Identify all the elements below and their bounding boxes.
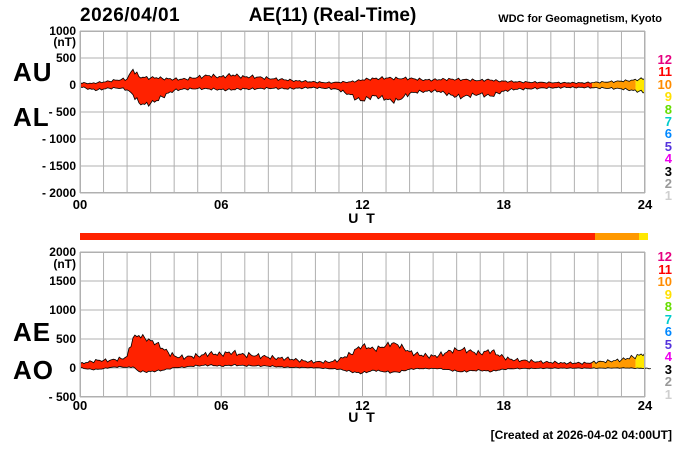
ao-trace-outline xyxy=(80,363,651,375)
quality-bar-segment-9-stations xyxy=(638,233,648,240)
au-index-label: AU xyxy=(13,57,53,87)
index-band-fill xyxy=(635,77,645,93)
nt-unit-label: (nT) xyxy=(53,257,76,271)
y-tick-label: 500 xyxy=(55,332,76,346)
index-band-fill xyxy=(80,334,593,374)
y-tick-label: 500 xyxy=(55,51,76,65)
station-count-item: 6 xyxy=(664,324,672,339)
station-count-item: 7 xyxy=(664,311,672,327)
station-count-item: 8 xyxy=(664,101,672,117)
station-count-item: 11 xyxy=(658,261,672,277)
index-band-fill xyxy=(635,352,645,369)
x-tick-label: 00 xyxy=(72,398,88,413)
data-source-label: WDC for Geomagnetism, Kyoto xyxy=(498,13,662,25)
y-tick-label: - 1500 xyxy=(41,159,76,173)
al-index-label: AL xyxy=(13,102,50,132)
station-count-item: 3 xyxy=(664,361,672,377)
y-tick-label: 1500 xyxy=(49,274,76,288)
y-tick-label: - 2000 xyxy=(41,186,76,200)
station-count-item: 4 xyxy=(664,151,672,167)
y-tick-label: 2000 xyxy=(49,245,76,259)
x-tick-label: 18 xyxy=(496,398,511,413)
station-count-item: 5 xyxy=(664,336,672,352)
x-tick-label: 24 xyxy=(637,398,653,413)
created-at-label: [Created at 2026-04-02 04:00UT] xyxy=(490,428,672,442)
station-count-item: 1 xyxy=(664,188,672,204)
index-band-fill xyxy=(592,355,636,369)
index-band-fill xyxy=(80,69,593,107)
al-trace-outline xyxy=(79,86,646,107)
plot-border xyxy=(80,31,645,193)
y-tick-label: - 500 xyxy=(48,105,76,119)
quality-bar-segment-11-stations xyxy=(80,233,595,240)
ae-trace-outline xyxy=(79,333,646,365)
y-tick-label: 0 xyxy=(69,361,76,375)
station-count-item: 8 xyxy=(664,299,672,314)
x-tick-label: 06 xyxy=(214,197,229,212)
x-tick-label: 18 xyxy=(496,197,511,212)
station-count-item: 6 xyxy=(664,126,672,142)
ao-index-label: AO xyxy=(13,355,54,385)
plot-title: AE(11) (Real-Time) xyxy=(248,5,417,26)
panel-au-al-chart xyxy=(79,30,646,194)
ut-axis-label: U T xyxy=(348,409,377,425)
y-tick-label: 1000 xyxy=(49,303,76,317)
x-tick-label: 00 xyxy=(72,197,88,212)
au-trace-outline xyxy=(79,68,646,85)
ae-index-label: AE xyxy=(13,317,52,347)
x-tick-label: 24 xyxy=(637,197,653,212)
x-tick-label: 12 xyxy=(355,398,370,413)
quality-bar-segment-10-stations xyxy=(594,233,639,240)
plot-border xyxy=(80,252,645,397)
y-tick-label: 1000 xyxy=(49,24,76,38)
plot-date: 2026/04/01 xyxy=(80,5,181,26)
station-count-item: 5 xyxy=(664,138,672,154)
station-count-item: 3 xyxy=(664,163,672,179)
station-quality-bar xyxy=(80,233,648,240)
station-count-item: 7 xyxy=(664,114,672,129)
y-tick-label: - 500 xyxy=(48,390,76,404)
station-count-item: 10 xyxy=(657,274,672,289)
station-count-item: 9 xyxy=(664,89,672,105)
panel-ae-ao-chart xyxy=(79,251,651,398)
y-tick-label: - 1000 xyxy=(41,132,76,146)
x-tick-label: 12 xyxy=(355,197,370,212)
x-tick-label: 06 xyxy=(214,398,229,413)
station-count-item: 10 xyxy=(657,76,672,92)
station-count-item: 2 xyxy=(664,176,672,191)
station-count-item: 2 xyxy=(664,374,672,389)
y-tick-label: 0 xyxy=(69,78,76,92)
station-count-item: 12 xyxy=(657,52,672,67)
station-count-item: 4 xyxy=(664,349,672,364)
station-count-item: 1 xyxy=(664,386,672,402)
ut-axis-label: U T xyxy=(348,210,377,226)
nt-unit-label: (nT) xyxy=(53,35,76,49)
station-count-item: 12 xyxy=(657,249,672,264)
station-count-item: 9 xyxy=(664,286,672,302)
station-count-item: 11 xyxy=(658,64,672,80)
